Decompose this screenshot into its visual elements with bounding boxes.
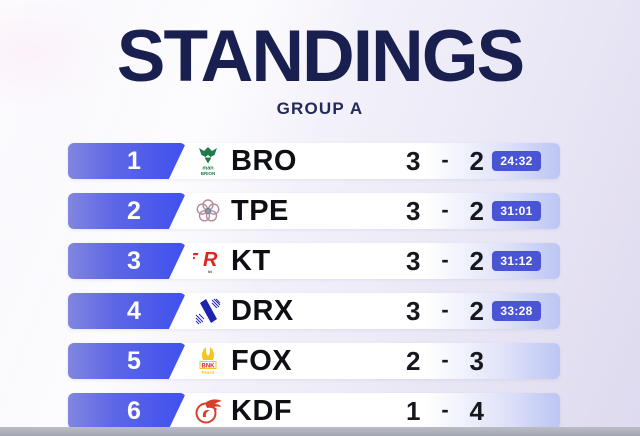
rank-badge: 2 (68, 193, 186, 229)
rank-badge: 5 (68, 343, 186, 379)
score-dash: - (441, 197, 449, 222)
score-right: 2 (469, 245, 484, 276)
score-left: 2 (406, 345, 421, 376)
svg-text:FearX: FearX (202, 370, 215, 375)
page-title: STANDINGS (116, 16, 526, 97)
score-dash: - (441, 297, 449, 322)
rank-badge: 6 (68, 393, 186, 429)
score-left: 1 (406, 395, 421, 426)
team-name: FOX (231, 345, 293, 377)
team-name: DRX (231, 295, 294, 327)
score-right: 3 (469, 345, 484, 376)
rank-number: 3 (127, 247, 141, 275)
score: 3 - 2 (406, 243, 484, 279)
standings-row: 4 DRX 3 - 2 33:28 (68, 293, 560, 329)
score-right: 2 (469, 295, 484, 326)
svg-text:kt: kt (208, 269, 212, 274)
svg-text:BNK: BNK (202, 363, 216, 369)
score-left: 3 (406, 145, 421, 176)
score-left: 3 (406, 195, 421, 226)
score-dash: - (441, 347, 449, 372)
bottom-edge-strip (0, 427, 640, 436)
drx-cross-icon (189, 293, 227, 329)
team-name: TPE (231, 195, 289, 227)
score: 3 - 2 (406, 143, 484, 179)
team-name: BRO (231, 145, 297, 177)
tpe-plum-blossom-icon (189, 193, 227, 229)
standings-row: 1 man BRION BRO 3 - 2 24:32 (68, 143, 560, 179)
score: 3 - 2 (406, 293, 484, 329)
fearx-fox-icon: BNK FearX (189, 343, 227, 379)
rank-badge: 1 (68, 143, 186, 179)
score-dash: - (441, 247, 449, 272)
kdf-wing-icon (189, 393, 227, 429)
svg-text:man: man (202, 166, 214, 172)
team-name: KT (231, 245, 271, 277)
rank-number: 1 (127, 147, 141, 175)
standings-row: 3 R kt KT 3 - 2 31:12 (68, 243, 560, 279)
rank-number: 4 (127, 297, 141, 325)
standings-row: 6 KDF 1 - 4 (68, 393, 560, 429)
time-badge: 31:12 (492, 251, 541, 271)
rank-number: 5 (127, 347, 141, 375)
score-right: 2 (469, 195, 484, 226)
standings-row: 2 TPE 3 - 2 31:01 (68, 193, 560, 229)
kt-rolster-r-icon: R kt (189, 243, 227, 279)
score: 2 - 3 (406, 343, 484, 379)
score-left: 3 (406, 295, 421, 326)
time-badge: 24:32 (492, 151, 541, 171)
score-right: 2 (469, 145, 484, 176)
svg-text:BRION: BRION (201, 171, 216, 176)
group-label: GROUP A (276, 99, 364, 119)
standings-row: 5 BNK FearX FOX 2 - 3 (68, 343, 560, 379)
svg-text:R: R (203, 249, 218, 271)
time-badge: 33:28 (492, 301, 541, 321)
rank-number: 6 (127, 397, 141, 425)
team-name: KDF (231, 395, 293, 427)
rank-number: 2 (127, 197, 141, 225)
score: 1 - 4 (406, 393, 484, 429)
score: 3 - 2 (406, 193, 484, 229)
time-badge: 31:01 (492, 201, 541, 221)
score-dash: - (441, 397, 449, 422)
score-left: 3 (406, 245, 421, 276)
rank-badge: 3 (68, 243, 186, 279)
score-dash: - (441, 147, 449, 172)
rank-badge: 4 (68, 293, 186, 329)
score-right: 4 (469, 395, 484, 426)
bro-stag-icon: man BRION (189, 143, 227, 179)
